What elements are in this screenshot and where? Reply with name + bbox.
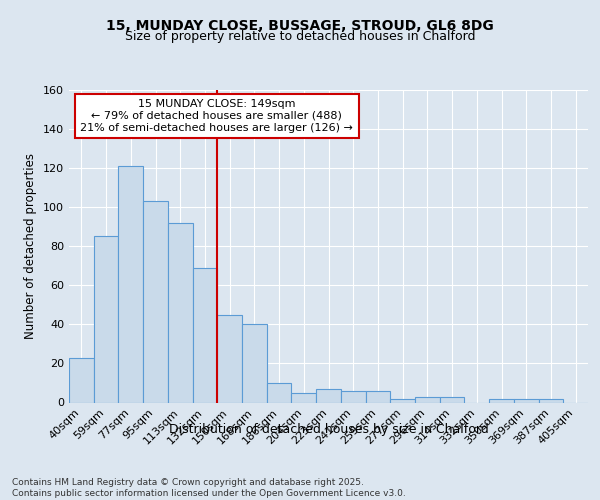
- Text: Size of property relative to detached houses in Chalford: Size of property relative to detached ho…: [125, 30, 475, 43]
- Text: 15, MUNDAY CLOSE, BUSSAGE, STROUD, GL6 8DG: 15, MUNDAY CLOSE, BUSSAGE, STROUD, GL6 8…: [106, 18, 494, 32]
- Bar: [94, 236, 118, 402]
- Bar: [415, 396, 440, 402]
- Bar: [514, 398, 539, 402]
- Text: Distribution of detached houses by size in Chalford: Distribution of detached houses by size …: [169, 422, 488, 436]
- Text: Contains HM Land Registry data © Crown copyright and database right 2025.
Contai: Contains HM Land Registry data © Crown c…: [12, 478, 406, 498]
- Bar: [267, 383, 292, 402]
- Bar: [217, 314, 242, 402]
- Bar: [316, 389, 341, 402]
- Text: 15 MUNDAY CLOSE: 149sqm
← 79% of detached houses are smaller (488)
21% of semi-d: 15 MUNDAY CLOSE: 149sqm ← 79% of detache…: [80, 100, 353, 132]
- Bar: [168, 223, 193, 402]
- Bar: [365, 391, 390, 402]
- Bar: [242, 324, 267, 402]
- Bar: [341, 391, 365, 402]
- Bar: [440, 396, 464, 402]
- Bar: [539, 398, 563, 402]
- Bar: [390, 398, 415, 402]
- Bar: [292, 392, 316, 402]
- Y-axis label: Number of detached properties: Number of detached properties: [25, 153, 37, 339]
- Bar: [118, 166, 143, 402]
- Bar: [69, 358, 94, 403]
- Bar: [489, 398, 514, 402]
- Bar: [143, 202, 168, 402]
- Bar: [193, 268, 217, 402]
